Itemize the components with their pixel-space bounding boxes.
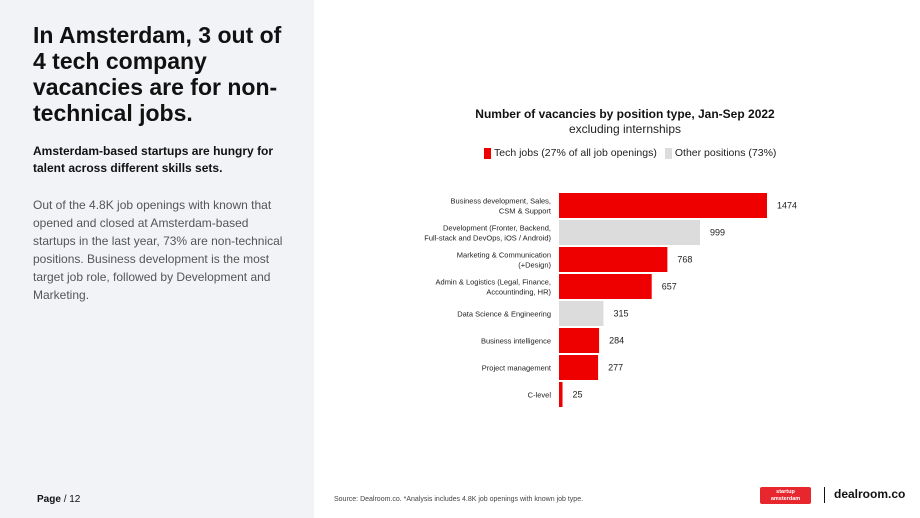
bar-4 (559, 301, 604, 326)
page-number: Page / 12 (37, 494, 80, 505)
data-label-2: 768 (677, 255, 692, 265)
page-count: / 12 (63, 494, 81, 505)
data-label-3: 657 (662, 282, 677, 292)
bar-6 (559, 355, 599, 380)
footer-divider (824, 487, 825, 503)
category-label-4: Data Science & Engineering (457, 310, 551, 319)
category-label-7: C-level (528, 391, 552, 400)
bar-2 (559, 247, 668, 272)
data-label-1: 999 (710, 228, 725, 238)
category-label-5: Business intelligence (481, 337, 551, 346)
bar-1 (559, 220, 700, 245)
legend-swatch-other (664, 147, 672, 159)
data-label-7: 25 (573, 390, 583, 400)
category-label-2: Marketing & Communication (+Design) (457, 251, 552, 270)
left-panel (0, 0, 314, 518)
dealroom-logo: dealroom.co (834, 487, 906, 501)
page-title: In Amsterdam, 3 out of 4 tech company va… (33, 22, 282, 126)
legend-label-tech: Tech jobs (27% of all job openings) (494, 147, 657, 159)
source-note: Source: Dealroom.co. *Analysis includes … (334, 496, 584, 503)
category-label-6: Project management (482, 364, 552, 373)
data-label-0: 1474 (777, 201, 797, 211)
bar-5 (559, 328, 600, 353)
data-label-4: 315 (613, 309, 628, 319)
chart-legend: Tech jobs (27% of all job openings) Othe… (484, 146, 776, 160)
bar-7 (559, 382, 563, 407)
category-label-1: Development (Fronter, Backend, Full-stack… (424, 224, 551, 243)
body-paragraph: Out of the 4.8K job openings with known … (33, 198, 283, 302)
bar-3 (559, 274, 652, 299)
bar-0 (559, 193, 767, 218)
startup-amsterdam-logo: startup amsterdam (760, 487, 811, 504)
chart-title: Number of vacancies by position type, Ja… (475, 107, 775, 121)
legend-label-other: Other positions (73%) (674, 147, 777, 159)
data-label-6: 277 (608, 363, 623, 373)
page-label: Page (37, 494, 61, 505)
chart-subtitle: excluding internships (568, 122, 682, 136)
category-label-3: Admin & Logistics (Legal, Finance, Accoun… (436, 278, 552, 297)
legend-swatch-tech (484, 147, 491, 159)
data-label-5: 284 (609, 336, 624, 346)
subheading: Amsterdam-based startups are hungry for … (33, 144, 274, 175)
bar-chart: 1474 Business development, Sales, CSM & Su… (424, 193, 797, 407)
category-label-0: Business development, Sales, CSM & Suppor… (451, 197, 552, 216)
